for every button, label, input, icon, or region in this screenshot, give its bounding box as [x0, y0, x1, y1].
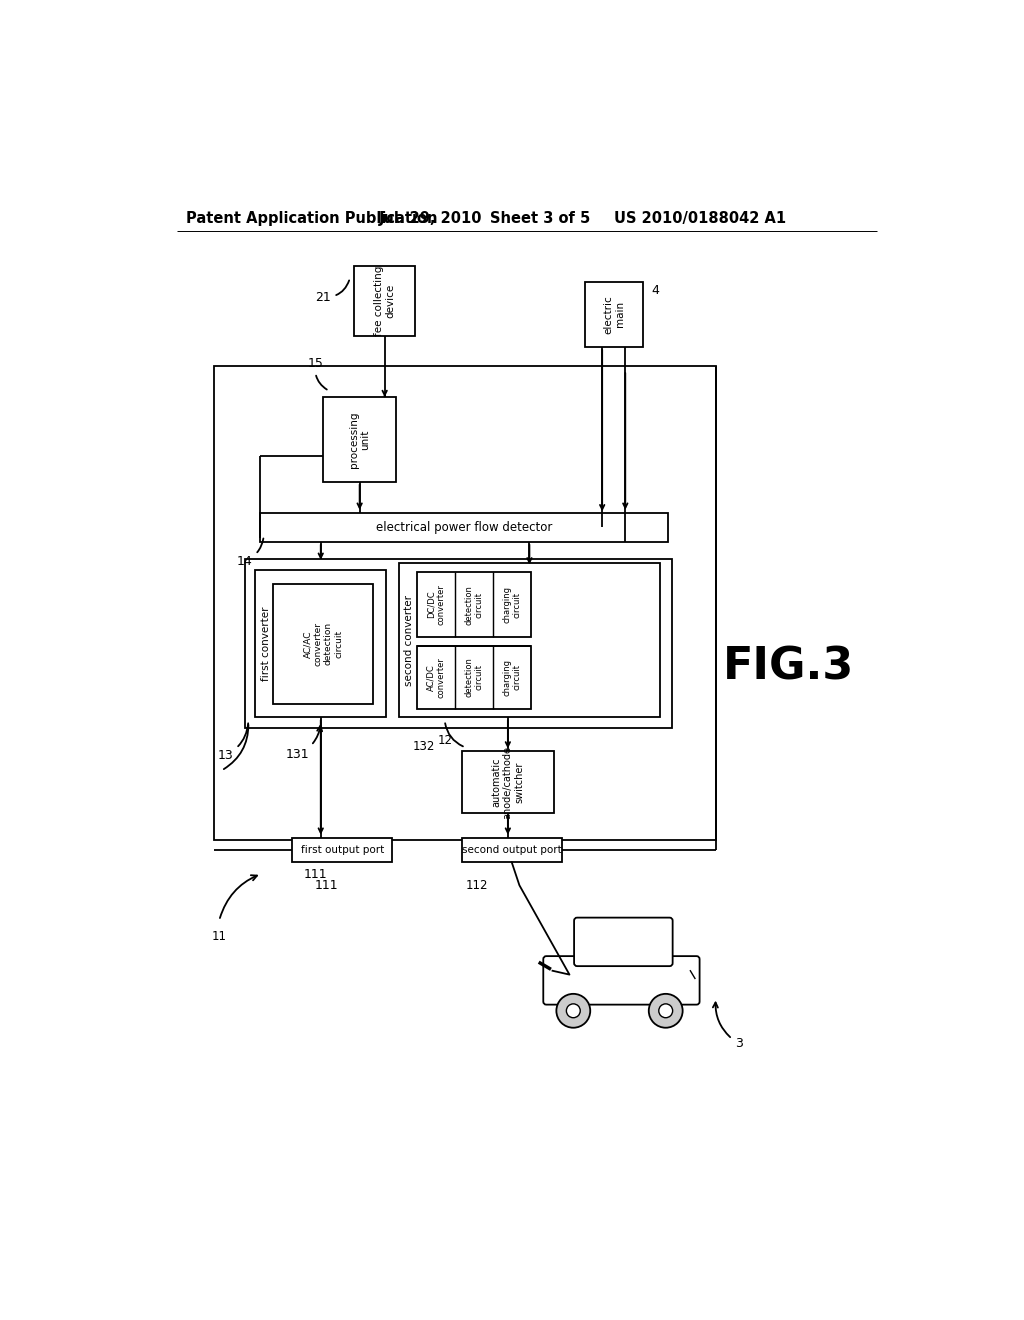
Text: 4: 4 — [651, 284, 658, 297]
Text: 15: 15 — [307, 358, 327, 389]
Text: 21: 21 — [315, 280, 349, 304]
Bar — [417, 572, 531, 638]
Text: Jul. 29, 2010: Jul. 29, 2010 — [379, 211, 482, 226]
Bar — [323, 397, 396, 482]
Text: fee collecting
device: fee collecting device — [374, 265, 395, 337]
Text: FIG.3: FIG.3 — [723, 645, 855, 688]
Bar — [214, 367, 716, 840]
Text: electric
main: electric main — [603, 294, 625, 334]
Bar — [260, 512, 668, 543]
Circle shape — [649, 994, 683, 1028]
Text: 131: 131 — [286, 726, 323, 762]
FancyBboxPatch shape — [574, 917, 673, 966]
Text: 11: 11 — [212, 929, 226, 942]
Bar — [398, 564, 660, 718]
Text: 112: 112 — [466, 879, 488, 892]
Bar — [245, 558, 672, 729]
Bar — [417, 645, 531, 709]
Circle shape — [566, 1003, 581, 1018]
Bar — [462, 838, 562, 862]
Text: charging
circuit: charging circuit — [502, 659, 521, 696]
Text: Patent Application Publication: Patent Application Publication — [186, 211, 437, 226]
Text: detection
circuit: detection circuit — [464, 657, 483, 697]
Text: detection
circuit: detection circuit — [464, 585, 483, 624]
Bar — [255, 570, 386, 718]
Bar — [462, 751, 554, 813]
Bar — [585, 281, 643, 347]
Text: 14: 14 — [237, 539, 263, 568]
Text: 111: 111 — [303, 869, 328, 882]
Text: first output port: first output port — [301, 845, 384, 855]
Bar — [292, 838, 392, 862]
Text: processing
unit: processing unit — [349, 412, 371, 467]
Text: electrical power flow detector: electrical power flow detector — [376, 520, 552, 533]
Text: second converter: second converter — [404, 595, 415, 686]
Text: 13: 13 — [217, 723, 248, 762]
Circle shape — [658, 1003, 673, 1018]
Text: AC/DC
converter: AC/DC converter — [426, 657, 445, 698]
Text: 12: 12 — [437, 734, 453, 747]
Text: Sheet 3 of 5: Sheet 3 of 5 — [490, 211, 590, 226]
Text: 132: 132 — [413, 741, 435, 754]
FancyBboxPatch shape — [544, 956, 699, 1005]
Bar — [354, 267, 416, 335]
Text: US 2010/0188042 A1: US 2010/0188042 A1 — [614, 211, 786, 226]
Text: 3: 3 — [713, 1002, 742, 1051]
Bar — [273, 585, 373, 704]
Text: DC/DC
converter: DC/DC converter — [426, 585, 445, 626]
Text: charging
circuit: charging circuit — [502, 586, 521, 623]
Circle shape — [556, 994, 590, 1028]
Text: automatic
anode/cathode
switcher: automatic anode/cathode switcher — [492, 746, 524, 818]
Text: first converter: first converter — [261, 606, 271, 681]
Text: 111: 111 — [315, 879, 339, 892]
Text: second output port: second output port — [462, 845, 561, 855]
Text: AC/AC
converter
detection
circuit: AC/AC converter detection circuit — [303, 622, 343, 665]
